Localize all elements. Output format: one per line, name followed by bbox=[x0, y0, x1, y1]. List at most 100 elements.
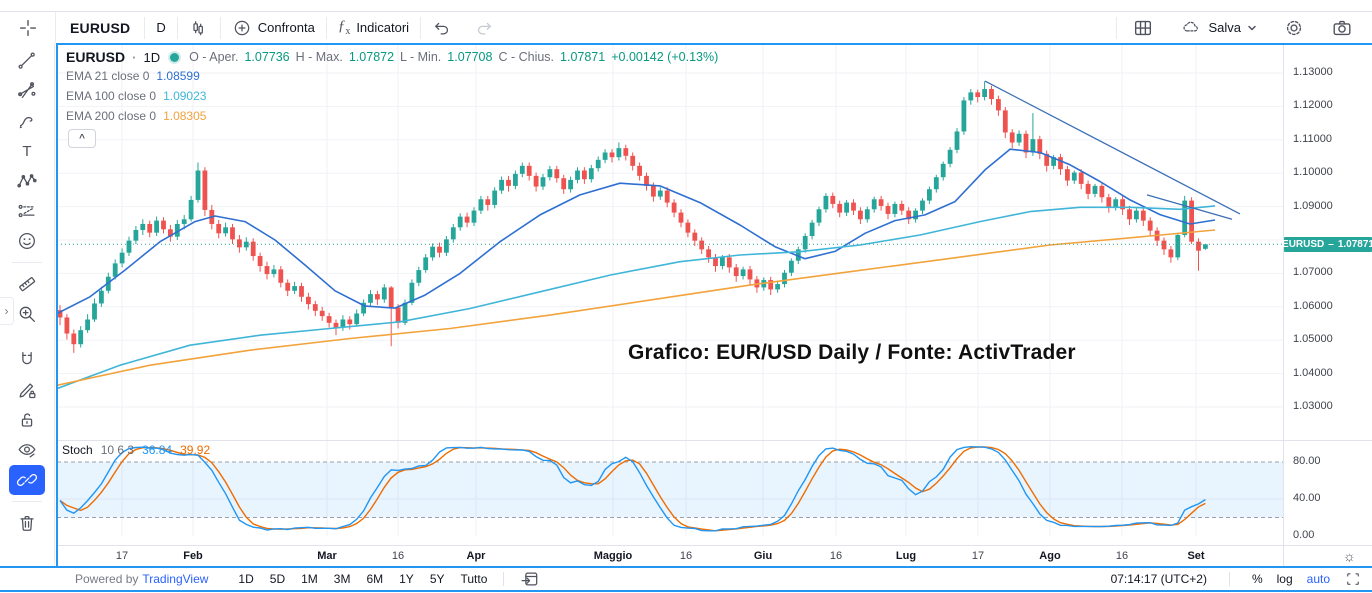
market-status-dot[interactable] bbox=[170, 52, 180, 62]
legend-interval[interactable]: 1D bbox=[143, 49, 161, 65]
badge-price: 1.07871 bbox=[1337, 238, 1372, 250]
redo-button[interactable] bbox=[463, 13, 505, 43]
legend-collapse-button[interactable]: ^ bbox=[68, 129, 96, 148]
legend-symbol[interactable]: EURUSD bbox=[66, 49, 126, 65]
settings-button[interactable] bbox=[1272, 13, 1316, 43]
toolbar-separator bbox=[1116, 16, 1118, 39]
price-axis-separator bbox=[1283, 45, 1284, 566]
xabcd-pattern-icon bbox=[17, 174, 37, 188]
change-value: +0.00142 (+0.13%) bbox=[611, 50, 719, 64]
panel-expand-chevron[interactable]: › bbox=[0, 297, 14, 325]
range-button-5y[interactable]: 5Y bbox=[422, 570, 453, 588]
sync-link-tool[interactable] bbox=[9, 465, 45, 495]
eye-icon bbox=[18, 444, 36, 458]
save-button[interactable]: Salva bbox=[1169, 13, 1268, 43]
price-tick: 1.09000 bbox=[1293, 199, 1333, 212]
trash-icon bbox=[20, 515, 34, 531]
forecast-tool[interactable] bbox=[9, 196, 45, 226]
pane-separator[interactable] bbox=[57, 440, 1372, 441]
go-to-date-icon bbox=[521, 572, 538, 586]
toolbar-separator bbox=[144, 16, 146, 39]
page-bottom-line bbox=[0, 590, 1372, 592]
auto-scale-toggle[interactable]: auto bbox=[1306, 572, 1330, 586]
high-value: 1.07872 bbox=[348, 50, 395, 64]
drawing-mode-tool[interactable] bbox=[9, 375, 45, 405]
close-label: C - Chius. bbox=[498, 50, 555, 64]
range-button-1d[interactable]: 1D bbox=[230, 570, 261, 588]
brush-tool[interactable] bbox=[9, 106, 45, 136]
screenshot-button[interactable] bbox=[1320, 13, 1364, 43]
main-chart-canvas[interactable] bbox=[57, 43, 1283, 545]
fx-icon: ƒx bbox=[337, 18, 351, 37]
ema100-row[interactable]: EMA 100 close 0 1.09023 bbox=[66, 86, 718, 106]
magnet-tool[interactable] bbox=[9, 345, 45, 375]
ruler-tool[interactable] bbox=[9, 269, 45, 299]
time-axis-label: 16 bbox=[679, 550, 693, 562]
bottombar-separator bbox=[503, 572, 505, 586]
stochastic-legend[interactable]: Stoch 10 6 3 36.84 39.92 bbox=[62, 443, 210, 457]
hide-all-tool[interactable] bbox=[9, 435, 45, 465]
zoom-in-tool[interactable] bbox=[9, 299, 45, 329]
pattern-xabcd-tool[interactable] bbox=[9, 166, 45, 196]
ema21-row[interactable]: EMA 21 close 0 1.08599 bbox=[66, 66, 718, 86]
symbol-button[interactable]: EURUSD bbox=[56, 13, 144, 43]
clock-timezone[interactable]: 07:14:17 (UTC+2) bbox=[1110, 572, 1207, 586]
range-button-3m[interactable]: 3M bbox=[326, 570, 359, 588]
range-button-tutto[interactable]: Tutto bbox=[453, 570, 496, 588]
text-tool-icon: T bbox=[22, 142, 32, 160]
undo-button[interactable] bbox=[421, 13, 463, 43]
plus-circle-icon bbox=[234, 20, 250, 35]
ema200-label: EMA 200 close 0 bbox=[66, 109, 157, 123]
interval-button[interactable]: D bbox=[145, 13, 176, 43]
forecast-icon bbox=[18, 204, 35, 218]
text-tool[interactable]: T bbox=[9, 136, 45, 166]
timezone-sun-icon[interactable]: ☼ bbox=[1343, 548, 1356, 564]
emoji-tool[interactable] bbox=[9, 226, 45, 256]
time-axis-label: Mar bbox=[317, 550, 337, 562]
go-to-date-button[interactable] bbox=[512, 567, 548, 591]
lock-all-tool[interactable] bbox=[9, 405, 45, 435]
time-axis-label: 16 bbox=[1115, 550, 1129, 562]
fib-gann-tool[interactable] bbox=[9, 76, 45, 106]
range-buttons: 1D 5D 1M 3M 6M 1Y 5Y Tutto bbox=[230, 570, 495, 588]
save-label: Salva bbox=[1208, 20, 1241, 35]
ema200-row[interactable]: EMA 200 close 0 1.08305 bbox=[66, 106, 718, 126]
time-axis-label: Apr bbox=[466, 550, 486, 562]
chart-watermark-title: Grafico: EUR/USD Daily / Fonte: ActivTra… bbox=[628, 341, 1076, 364]
percent-scale-toggle[interactable]: % bbox=[1251, 572, 1263, 586]
gear-icon bbox=[1286, 20, 1302, 35]
remove-drawings-tool[interactable] bbox=[9, 508, 45, 538]
range-button-1y[interactable]: 1Y bbox=[391, 570, 422, 588]
compare-button[interactable]: Confronta bbox=[221, 13, 326, 43]
last-price-badge: EURUSD – 1.07871 bbox=[1282, 236, 1372, 252]
legend-separator: · bbox=[132, 49, 137, 65]
chart-style-button[interactable] bbox=[178, 13, 220, 43]
toolbar-separator bbox=[219, 16, 221, 39]
maximize-icon[interactable] bbox=[1344, 570, 1362, 588]
time-axis-label: Lug bbox=[895, 550, 917, 562]
time-axis-label: 16 bbox=[829, 550, 843, 562]
price-axis[interactable]: EURUSD – 1.07871 1.13000 1.12000 1.11000 1.… bbox=[1282, 43, 1372, 567]
undo-icon bbox=[435, 22, 449, 34]
range-button-6m[interactable]: 6M bbox=[358, 570, 391, 588]
ema100-value: 1.09023 bbox=[163, 89, 207, 103]
layout-grid-icon bbox=[1135, 20, 1152, 35]
candles-style-icon bbox=[193, 20, 203, 35]
range-button-1m[interactable]: 1M bbox=[293, 570, 326, 588]
top-border bbox=[0, 11, 1372, 12]
toolbar-separator bbox=[325, 16, 327, 39]
log-scale-toggle[interactable]: log bbox=[1276, 572, 1293, 586]
crosshair-tool[interactable] bbox=[0, 12, 56, 43]
trend-line-tool[interactable] bbox=[9, 46, 45, 76]
stoch-params: 10 6 3 bbox=[100, 443, 135, 457]
range-button-5d[interactable]: 5D bbox=[262, 570, 293, 588]
open-label: O - Aper. bbox=[189, 50, 239, 64]
time-axis[interactable]: 17 Feb Mar 16 Apr Maggio 16 Giu 16 Lug 17 Ago 16 Set bbox=[57, 546, 1283, 567]
symbol-legend-row[interactable]: EURUSD · 1D O - Aper. 1.07736 H - Max. 1… bbox=[66, 48, 718, 66]
layout-grid-button[interactable] bbox=[1121, 13, 1165, 43]
toolbar-divider bbox=[12, 262, 42, 263]
tradingview-link[interactable]: TradingView bbox=[142, 572, 209, 586]
toolbar-separator bbox=[176, 16, 178, 39]
indicators-button[interactable]: ƒx Indicatori bbox=[327, 13, 420, 43]
